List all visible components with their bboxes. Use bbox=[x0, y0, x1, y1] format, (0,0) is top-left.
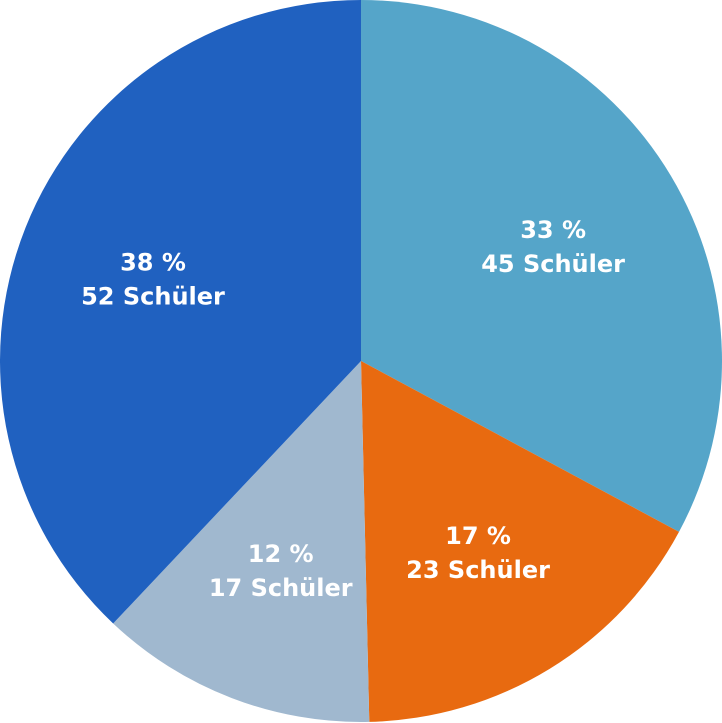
pie-slice bbox=[113, 361, 370, 722]
slice-percent-label: 12 % bbox=[248, 540, 314, 568]
slice-count-label: 52 Schüler bbox=[81, 282, 225, 310]
slice-count-label: 45 Schüler bbox=[481, 250, 625, 278]
slice-percent-label: 33 % bbox=[520, 216, 586, 244]
slice-percent-label: 38 % bbox=[120, 248, 186, 276]
slice-percent-label: 17 % bbox=[445, 522, 511, 550]
pie-slice bbox=[361, 361, 680, 722]
pie-slice bbox=[361, 0, 722, 532]
slice-count-label: 23 Schüler bbox=[406, 556, 550, 584]
pie-slice bbox=[0, 0, 361, 624]
slice-count-label: 17 Schüler bbox=[209, 574, 353, 602]
